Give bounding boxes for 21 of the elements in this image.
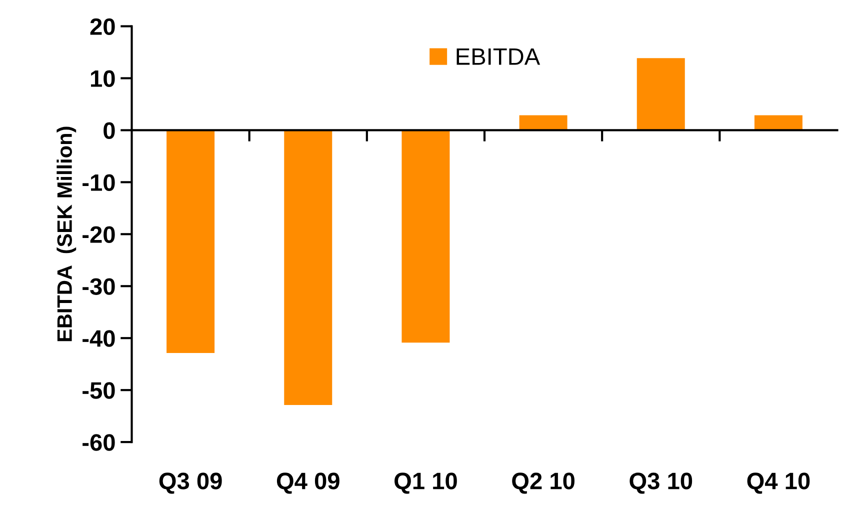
- bar: [282, 130, 334, 406]
- bar: [400, 130, 452, 344]
- x-tick-label: Q4 10: [747, 472, 810, 494]
- x-tick-label: Q3 10: [630, 472, 692, 494]
- y-tick-label: 10: [91, 70, 115, 88]
- x-tick-label: Q1 10: [394, 472, 457, 494]
- y-tick-label: -60: [82, 434, 115, 451]
- x-tick-label: Q3 09: [159, 472, 222, 494]
- x-tick-label: Q4 09: [276, 472, 340, 494]
- legend-label: EBITDA: [456, 48, 540, 65]
- y-tick-label: -40: [82, 330, 115, 347]
- y-tick-label: -20: [82, 226, 115, 243]
- bar: [165, 130, 216, 354]
- y-tick-label: 20: [90, 18, 115, 36]
- y-tick-label: -10: [82, 174, 115, 191]
- y-tick-label: 0: [104, 122, 115, 139]
- y-tick-label: -30: [82, 278, 115, 295]
- bar: [635, 56, 686, 131]
- y-tick-label: -50: [82, 382, 115, 399]
- y-axis-title: EBITDA (SEK Million): [56, 126, 76, 342]
- x-tick-label: Q2 10: [512, 472, 574, 494]
